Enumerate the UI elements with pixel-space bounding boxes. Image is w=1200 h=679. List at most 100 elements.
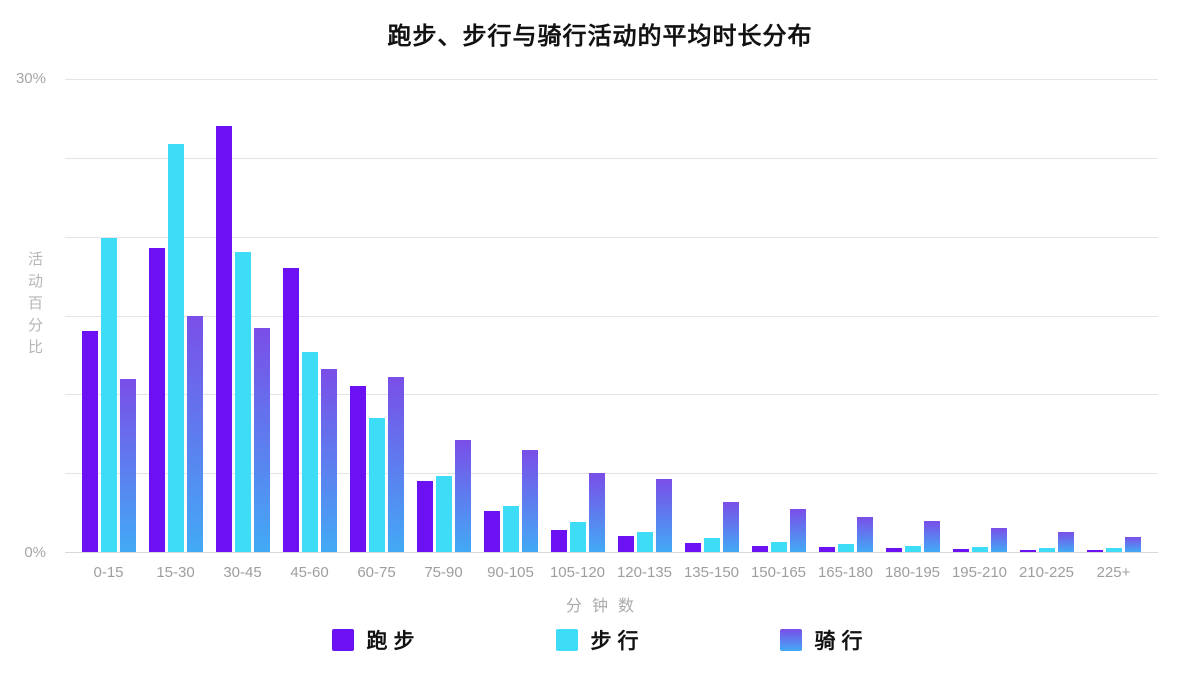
x-tick-label: 60-75 — [357, 564, 396, 581]
bar-骑行 — [119, 378, 136, 552]
bar-跑步 — [81, 331, 98, 552]
legend-label: 跑步 — [366, 630, 421, 653]
legend: 跑步 步行 骑行 — [0, 625, 1200, 655]
bar-骑行 — [655, 479, 672, 552]
bar-骑行 — [990, 528, 1007, 552]
grid-line — [65, 236, 1158, 238]
bar-步行 — [770, 541, 787, 552]
bar-跑步 — [282, 268, 299, 552]
bar-骑行 — [387, 377, 404, 552]
bar-步行 — [167, 143, 184, 552]
bar-group: 0-15 — [75, 79, 142, 581]
bar-跑步 — [550, 529, 567, 552]
bar-group: 165-180 — [812, 79, 879, 581]
bar-骑行 — [320, 369, 337, 552]
legend-swatch — [331, 629, 354, 651]
bar-group: 45-60 — [276, 79, 343, 581]
x-tick-label: 195-210 — [951, 564, 1008, 581]
chart-title: 跑步、步行与骑行活动的平均时长分布 — [387, 23, 813, 50]
bar-步行 — [569, 522, 586, 552]
x-tick-label: 135-150 — [683, 564, 740, 581]
bar-跑步 — [818, 547, 835, 552]
bar-跑步 — [215, 126, 232, 552]
bar-group: 105-120 — [544, 79, 611, 581]
bar-group: 60-75 — [343, 79, 410, 581]
bar-步行 — [1105, 548, 1122, 552]
bar-步行 — [502, 506, 519, 552]
bar-步行 — [636, 531, 653, 552]
axis-baseline — [65, 552, 1158, 553]
bar-跑步 — [416, 481, 433, 552]
bar-group: 75-90 — [410, 79, 477, 581]
bar-骑行 — [186, 315, 203, 552]
bar-group: 120-135 — [611, 79, 678, 581]
bar-group: 135-150 — [678, 79, 745, 581]
x-tick-label: 225+ — [1096, 564, 1131, 581]
x-tick-label: 120-135 — [616, 564, 673, 581]
bar-骑行 — [454, 440, 471, 552]
bar-骑行 — [856, 516, 873, 552]
plot-area: 0-15 15-30 30-45 45-60 60-75 75-90 90-105 105-1… — [65, 79, 1158, 581]
bar-骑行 — [588, 473, 605, 552]
grid-line — [65, 473, 1158, 475]
y-axis-title: 活动百分比 — [28, 251, 44, 356]
x-tick-label: 105-120 — [549, 564, 606, 581]
bar-骑行 — [253, 328, 270, 552]
y-axis-tick-zero: 0% — [24, 544, 46, 561]
bar-group: 90-105 — [477, 79, 544, 581]
bar-跑步 — [148, 247, 165, 552]
bar-骑行 — [789, 509, 806, 552]
y-axis-tick-max: 30% — [15, 70, 46, 87]
x-tick-label: 90-105 — [487, 564, 534, 581]
bar-group: 15-30 — [142, 79, 209, 581]
legend-item: 骑行 — [779, 625, 869, 655]
bar-步行 — [904, 545, 921, 552]
bar-跑步 — [617, 536, 634, 552]
bar-跑步 — [1019, 549, 1036, 552]
x-tick-label: 180-195 — [884, 564, 941, 581]
legend-label: 步行 — [590, 630, 645, 653]
x-tick-label: 45-60 — [290, 564, 329, 581]
bar-group: 150-165 — [745, 79, 812, 581]
legend-item: 跑步 — [331, 625, 421, 655]
bar-步行 — [368, 417, 385, 552]
x-tick-label: 75-90 — [424, 564, 463, 581]
x-tick-label: 0-15 — [93, 564, 124, 581]
legend-swatch — [779, 629, 802, 651]
bar-跑步 — [952, 548, 969, 552]
bar-跑步 — [349, 386, 366, 552]
grid-line — [65, 394, 1158, 396]
x-tick-label: 210-225 — [1018, 564, 1075, 581]
grid-line — [65, 157, 1158, 159]
x-axis-title: 分钟数 — [565, 598, 644, 615]
bar-跑步 — [684, 543, 701, 552]
bar-步行 — [1038, 547, 1055, 552]
bar-步行 — [703, 537, 720, 552]
grid-line — [65, 315, 1158, 317]
bar-group: 180-195 — [879, 79, 946, 581]
bar-group: 195-210 — [946, 79, 1013, 581]
bar-步行 — [301, 351, 318, 552]
grid-line — [65, 79, 1158, 80]
bar-跑步 — [885, 548, 902, 552]
bar-跑步 — [483, 511, 500, 552]
bar-步行 — [971, 547, 988, 552]
bar-骑行 — [923, 521, 940, 552]
bar-group: 225+ — [1080, 79, 1147, 581]
bar-group: 210-225 — [1013, 79, 1080, 581]
bar-骑行 — [1057, 532, 1074, 552]
bar-步行 — [435, 476, 452, 552]
x-tick-label: 30-45 — [223, 564, 262, 581]
bar-步行 — [234, 252, 251, 552]
bar-步行 — [837, 544, 854, 552]
bar-跑步 — [1086, 550, 1103, 552]
bar-骑行 — [1124, 537, 1141, 552]
bar-骑行 — [722, 501, 739, 552]
bar-group: 30-45 — [209, 79, 276, 581]
legend-item: 步行 — [555, 625, 645, 655]
bar-groups: 0-15 15-30 30-45 45-60 60-75 75-90 90-105 105-1… — [75, 79, 1147, 581]
x-tick-label: 165-180 — [817, 564, 874, 581]
legend-label: 骑行 — [814, 630, 869, 653]
x-tick-label: 15-30 — [156, 564, 195, 581]
bar-跑步 — [751, 545, 768, 552]
